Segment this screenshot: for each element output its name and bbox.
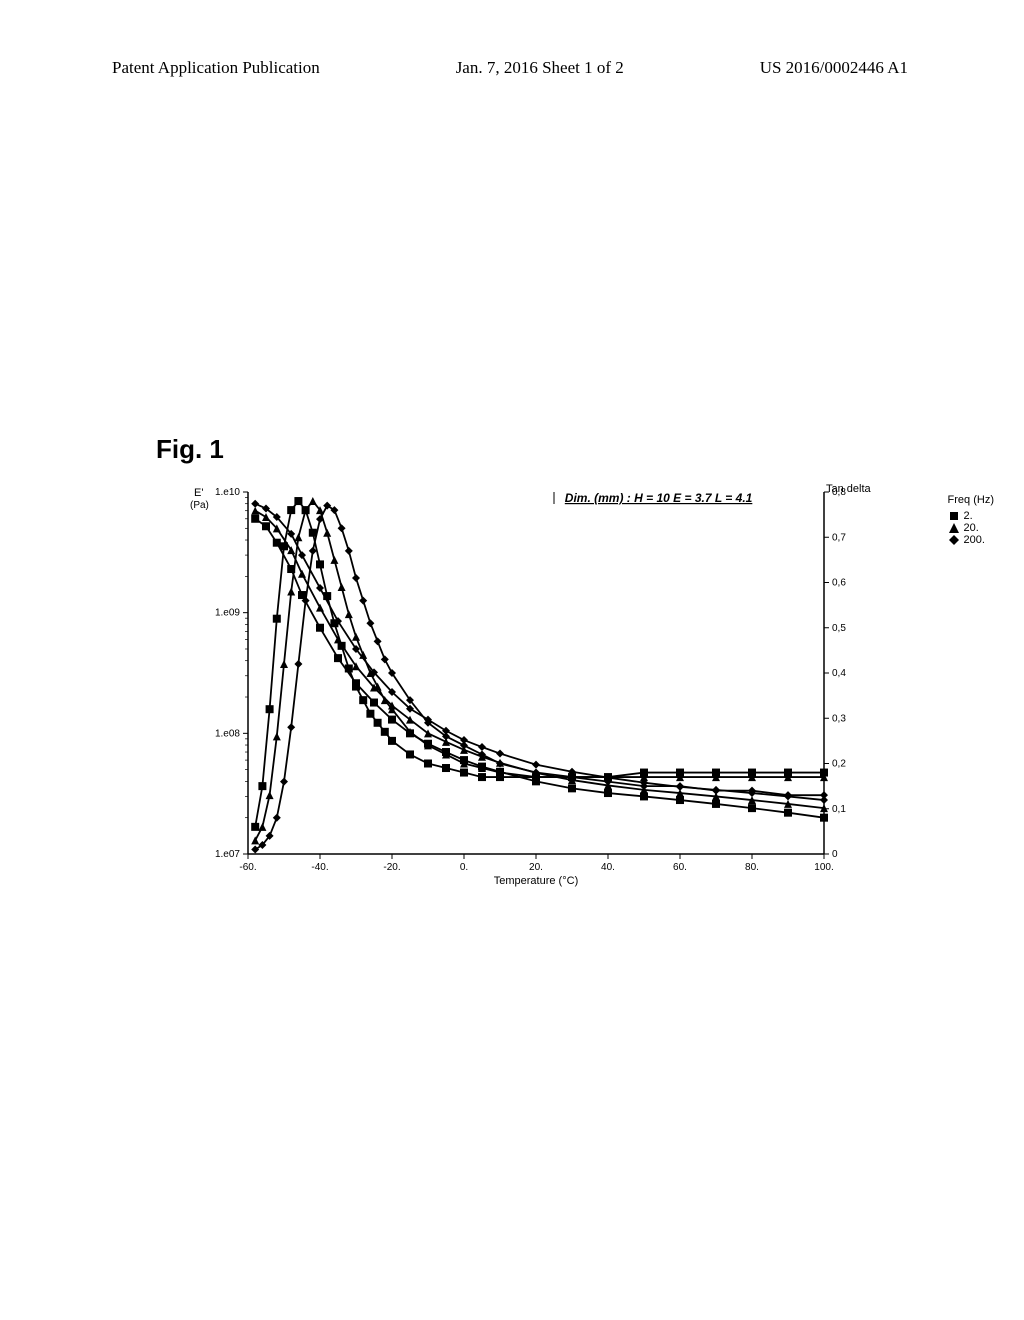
header-center: Jan. 7, 2016 Sheet 1 of 2 [456, 58, 624, 78]
svg-text:100.: 100. [814, 862, 833, 873]
svg-text:Dim. (mm) : H = 10 E = 3.7 L: Dim. (mm) : H = 10 E = 3.7 L = 4.1 [565, 491, 753, 505]
dma-chart: -60. -40. -20. 0. 20. 40. 60. 80. 100. Temperatur… [186, 478, 886, 898]
svg-text:1.e08: 1.e08 [215, 728, 240, 739]
legend-item-2hz: 2. [948, 510, 994, 522]
page: Patent Application Publication Jan. 7, 2… [0, 0, 1024, 1320]
svg-text:0.: 0. [460, 862, 468, 873]
svg-text:0,5: 0,5 [832, 623, 846, 634]
svg-text:-60.: -60. [239, 862, 256, 873]
svg-text:0,7: 0,7 [832, 532, 846, 543]
svg-text:0,1: 0,1 [832, 804, 846, 815]
svg-text:-20.: -20. [383, 862, 400, 873]
svg-text:1.e09: 1.e09 [215, 608, 240, 619]
svg-text:Temperature (°C): Temperature (°C) [494, 875, 578, 887]
legend-label: 2. [964, 510, 973, 522]
svg-text:1.e07: 1.e07 [215, 849, 240, 860]
page-header: Patent Application Publication Jan. 7, 2… [0, 58, 1024, 78]
svg-text:0,4: 0,4 [832, 668, 846, 679]
figure-label: Fig. 1 [156, 434, 224, 465]
triangle-icon [948, 522, 960, 534]
svg-text:0,3: 0,3 [832, 713, 846, 724]
diamond-icon [948, 534, 960, 546]
square-icon [948, 510, 960, 522]
header-right: US 2016/0002446 A1 [760, 58, 908, 78]
chart-svg: -60. -40. -20. 0. 20. 40. 60. 80. 100. Temperatur… [186, 478, 886, 898]
svg-text:1.e10: 1.e10 [215, 487, 240, 498]
legend-item-200hz: 200. [948, 534, 994, 546]
svg-text:0: 0 [832, 849, 838, 860]
svg-text:0,6: 0,6 [832, 578, 846, 589]
svg-text:0,2: 0,2 [832, 759, 846, 770]
svg-text:Tan delta: Tan delta [826, 483, 872, 495]
svg-text:(Pa): (Pa) [190, 500, 209, 511]
svg-text:-40.: -40. [311, 862, 328, 873]
legend-label: 20. [964, 522, 979, 534]
svg-text:20.: 20. [529, 862, 543, 873]
header-left: Patent Application Publication [112, 58, 320, 78]
legend-item-20hz: 20. [948, 522, 994, 534]
svg-text:40.: 40. [601, 862, 615, 873]
legend-title: Freq (Hz) [948, 494, 994, 506]
chart-legend: Freq (Hz) 2. 20. 200. [948, 494, 994, 546]
svg-text:60.: 60. [673, 862, 687, 873]
svg-text:80.: 80. [745, 862, 759, 873]
svg-text:E': E' [194, 487, 203, 499]
legend-label: 200. [964, 534, 985, 546]
